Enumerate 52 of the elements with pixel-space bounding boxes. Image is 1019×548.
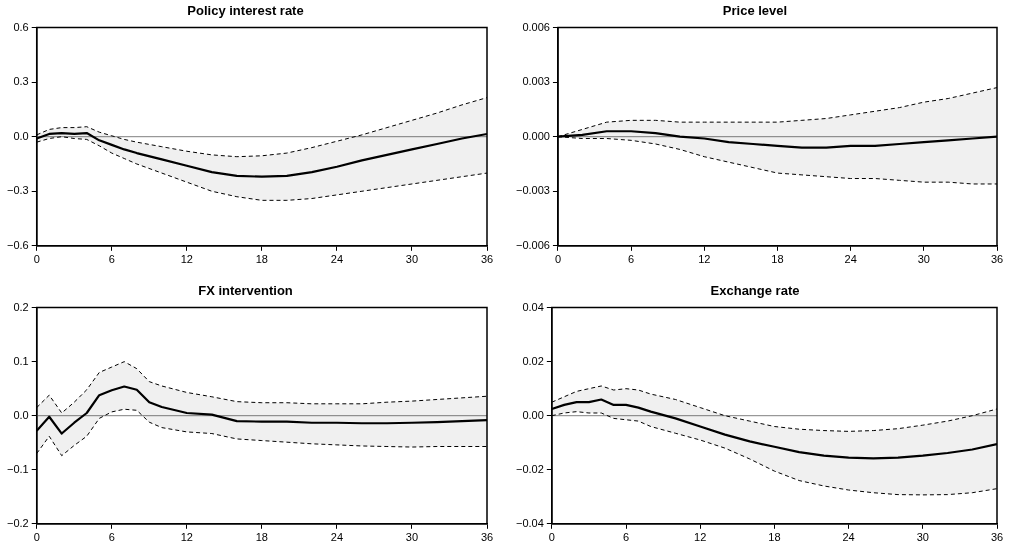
y-tick-label: 0.0 [13,129,29,142]
x-tick-label: 0 [554,253,562,266]
x-tick-label: 24 [844,253,857,266]
y-tick-label: 0.3 [13,75,29,88]
x-tick-label: 24 [330,253,344,266]
chart-title: Policy interest rate [187,3,304,19]
y-tick-label: −0.006 [516,238,550,251]
x-tick-label: 30 [916,531,929,544]
y-tick-label: 0.02 [522,354,544,367]
x-tick-label: 30 [405,253,419,266]
x-tick-label: 0 [548,531,555,544]
x-tick-label: 0 [33,253,40,266]
x-tick-label: 18 [255,531,268,544]
x-tick-label: 18 [771,253,784,266]
x-tick-label: 12 [180,531,193,544]
x-tick-label: 6 [628,253,635,266]
x-tick-label: 36 [480,531,494,544]
chart-title: FX intervention [198,283,293,299]
y-tick-label: −0.04 [515,516,544,529]
chart-title: Price level [722,3,788,19]
x-tick-label: 0 [33,531,40,544]
y-tick-label: 0.2 [13,300,29,313]
y-tick-label: 0.000 [522,129,550,142]
x-tick-label: 24 [842,531,855,544]
x-tick-label: 18 [768,531,781,544]
x-tick-label: 6 [108,253,115,266]
chart-title: Exchange rate [710,283,800,299]
y-tick-label: −0.6 [7,238,29,251]
y-tick-label: 0.003 [522,75,550,88]
x-tick-label: 24 [330,531,344,544]
y-tick-label: −0.3 [7,184,29,197]
x-tick-label: 18 [255,253,268,266]
y-tick-label: 0.006 [522,20,550,33]
y-tick-label: −0.02 [515,462,544,475]
y-tick-label: 0.0 [13,408,29,421]
y-tick-label: 0.1 [13,354,29,367]
x-tick-label: 6 [108,531,115,544]
x-tick-label: 36 [990,531,1004,544]
y-tick-label: −0.003 [516,184,550,197]
x-tick-label: 6 [622,531,630,544]
x-tick-label: 30 [917,253,930,266]
x-tick-label: 36 [990,253,1004,266]
x-tick-label: 36 [480,253,494,266]
y-tick-label: −0.1 [7,462,29,475]
x-tick-label: 12 [694,531,707,544]
y-tick-label: 0.04 [522,300,544,313]
y-tick-label: −0.2 [7,516,29,529]
x-tick-label: 12 [180,253,193,266]
x-tick-label: 12 [698,253,711,266]
x-tick-label: 30 [405,531,419,544]
y-tick-label: 0.6 [13,20,29,33]
y-tick-label: 0.00 [522,408,544,421]
